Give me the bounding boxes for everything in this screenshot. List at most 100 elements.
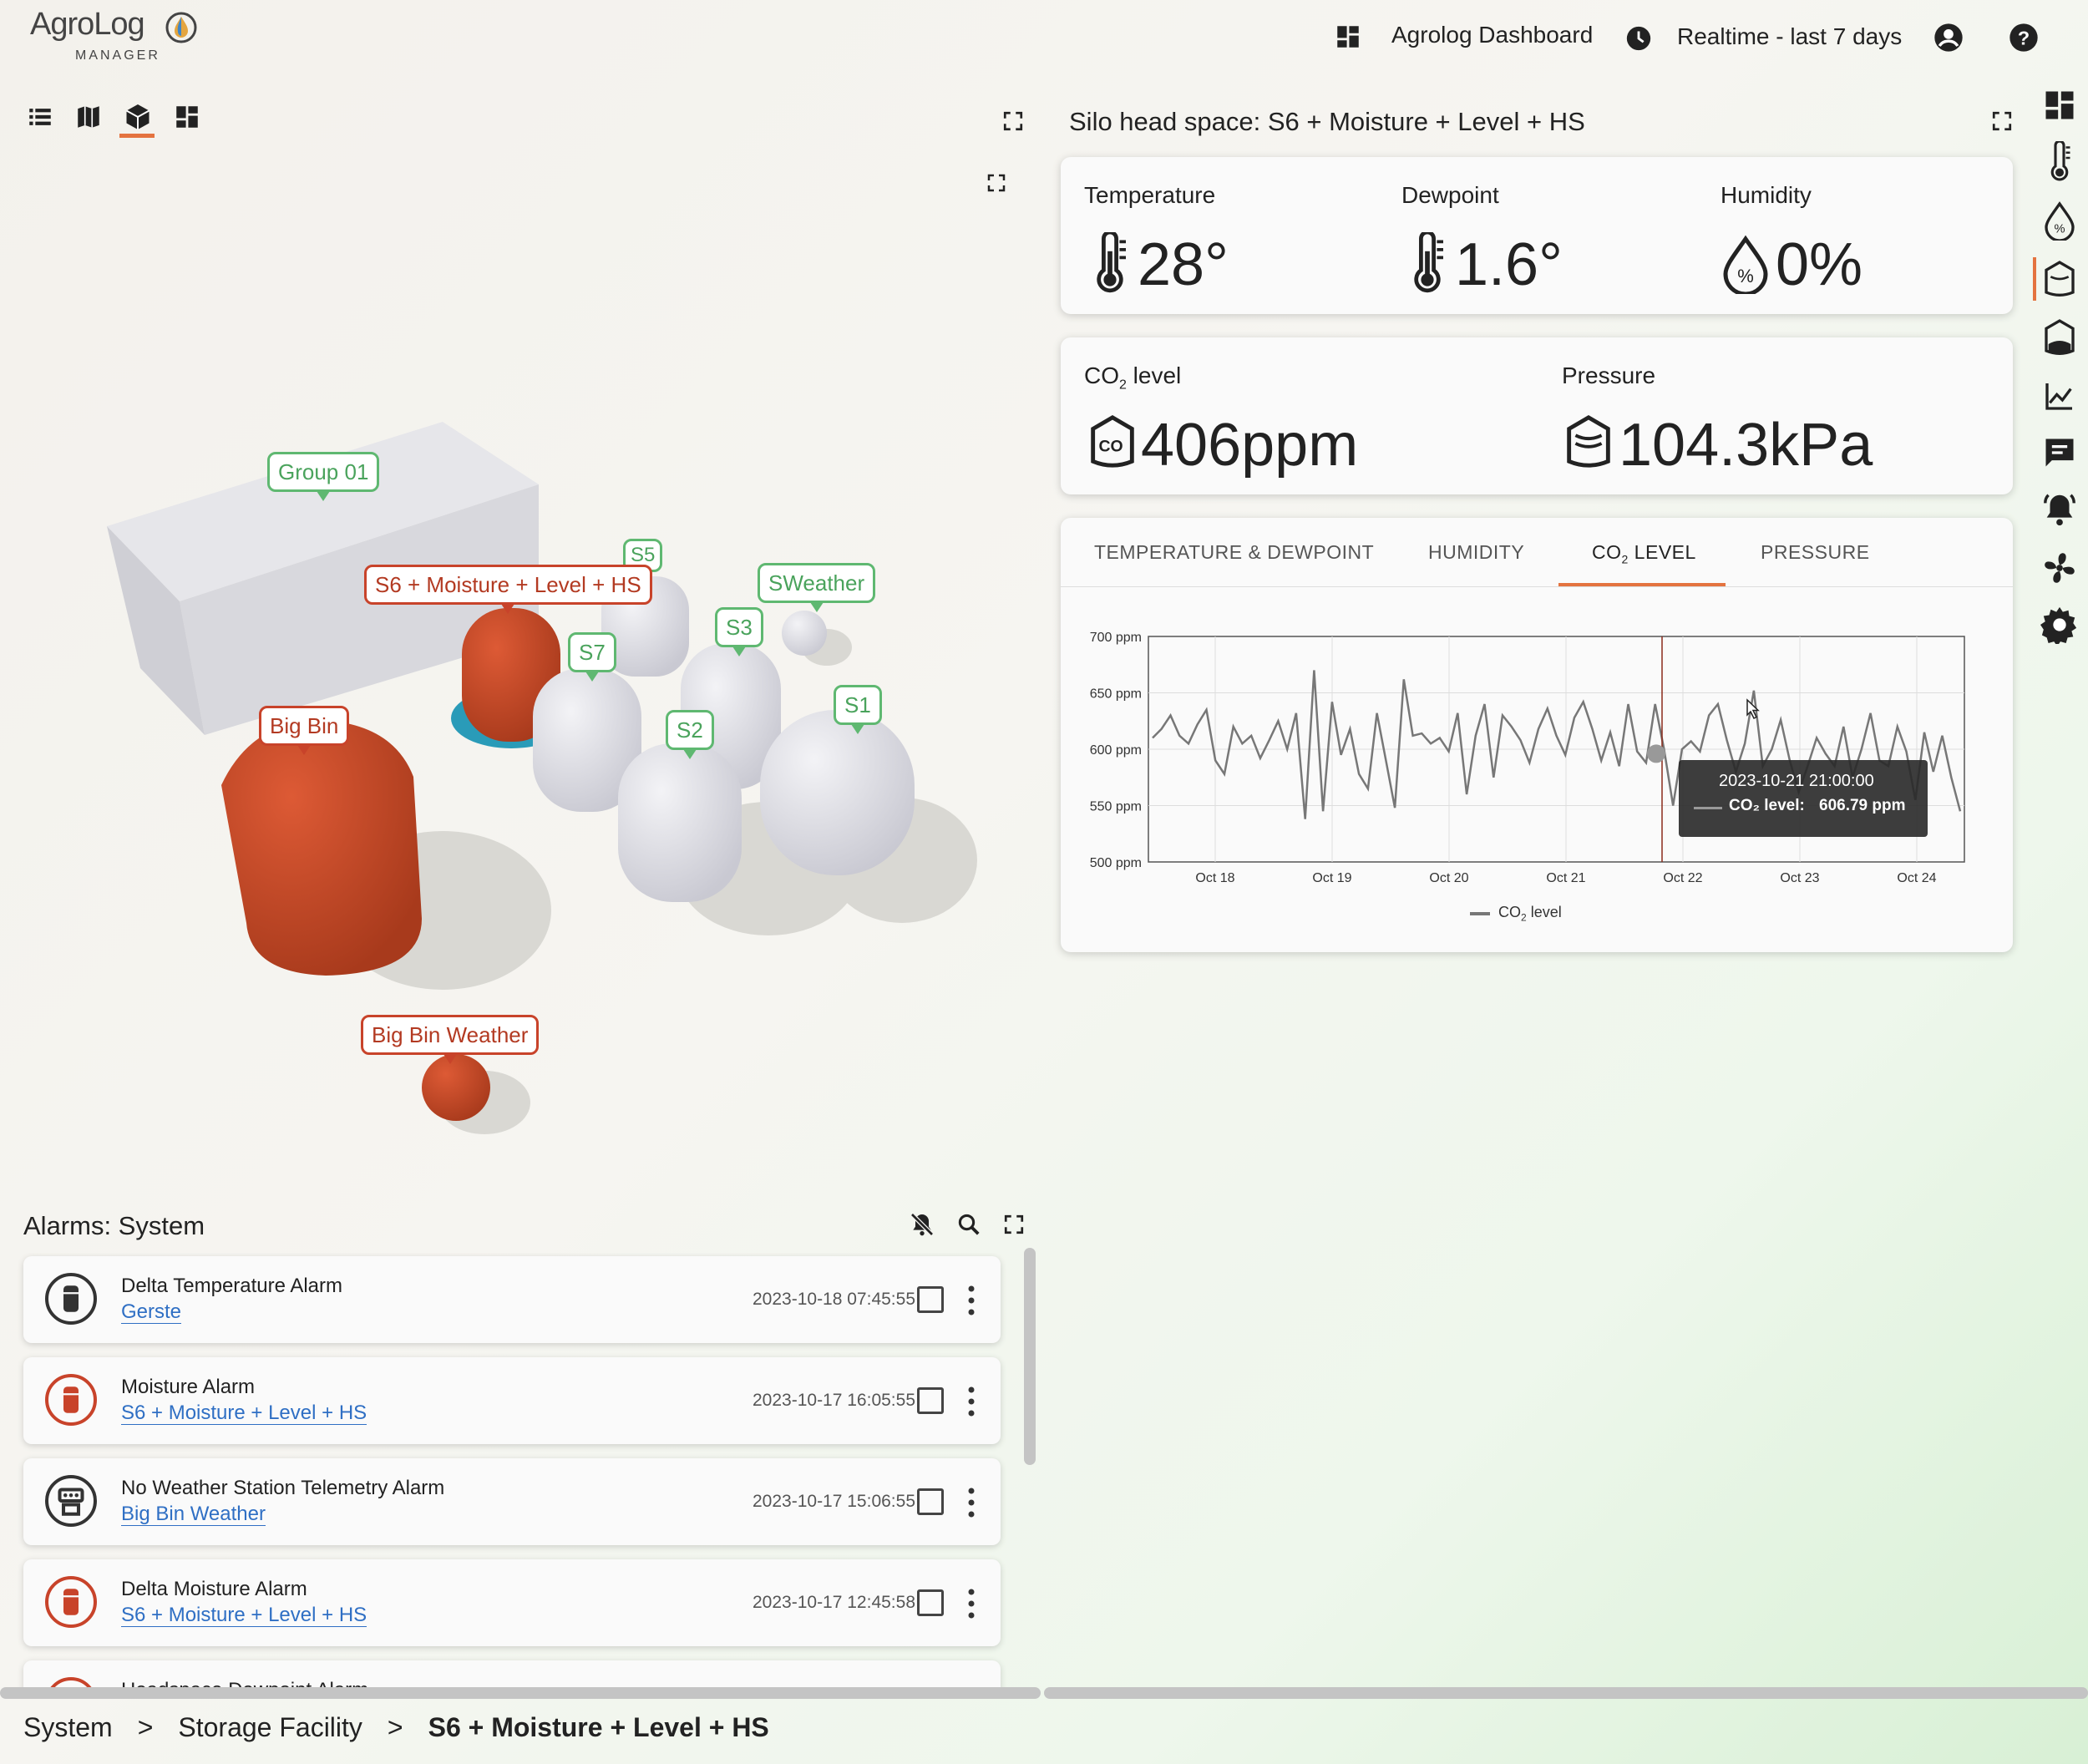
co2-line-chart[interactable]: 700 ppm 650 ppm 600 ppm 550 ppm 500 ppm Oct 1…: [1061, 601, 2013, 885]
legend-swatch: [1470, 911, 1490, 915]
alarm-source-link[interactable]: S6 + Moisture + Level + HS: [121, 1604, 367, 1627]
alarm-select-checkbox[interactable]: [917, 1387, 944, 1414]
thermometer-icon: [1097, 232, 1126, 293]
tooltip-date: 2023-10-21 21:00:00: [1719, 772, 1874, 790]
alarm-item[interactable]: Headspace Dewpoint Alarm: [23, 1660, 1001, 1687]
pressure-value: 104.3kPa: [1619, 412, 1873, 479]
silo-s2[interactable]: [618, 743, 742, 902]
breadcrumb-separator: >: [137, 1712, 154, 1742]
tag-group-01[interactable]: Group 01: [267, 452, 380, 501]
temperature-value: 28°: [1138, 231, 1229, 298]
more-vert-icon[interactable]: [967, 1588, 976, 1620]
facility-3d-scene[interactable]: [0, 200, 1044, 1169]
alarm-title: Delta Temperature Alarm: [121, 1275, 343, 1297]
panel-fullscreen-icon[interactable]: [1988, 107, 2016, 135]
climate-card: Temperature 28° Dewpoint 1.6° Humidity %…: [1061, 157, 2013, 314]
alarm-source-link[interactable]: Gerste: [121, 1300, 182, 1324]
alarm-item[interactable]: Moisture Alarm S6 + Moisture + Level + H…: [23, 1357, 1001, 1444]
tab-co2-level[interactable]: CO2 LEVEL: [1592, 541, 1696, 566]
more-vert-icon[interactable]: [967, 1487, 976, 1518]
alarm-item[interactable]: Delta Temperature Alarm Gerste 2023-10-1…: [23, 1256, 1001, 1343]
breadcrumb-item-storage-facility[interactable]: Storage Facility: [178, 1712, 362, 1742]
tag-big-bin-weather[interactable]: Big Bin Weather: [361, 1015, 540, 1064]
cube-3d-view-icon[interactable]: [121, 100, 155, 134]
alarm-list[interactable]: Delta Temperature Alarm Gerste 2023-10-1…: [0, 1253, 1044, 1687]
left-horizontal-scrollbar[interactable]: [0, 1687, 1041, 1699]
dashboard-selector[interactable]: Agrolog Dashboard: [1391, 22, 1594, 48]
dewpoint-value: 1.6°: [1455, 231, 1563, 298]
alarm-title: Delta Moisture Alarm: [121, 1578, 307, 1600]
silo-big-bin[interactable]: [221, 720, 422, 976]
alarm-title: Headspace Dewpoint Alarm: [121, 1679, 368, 1687]
humidity-value: 0%: [1776, 231, 1863, 298]
scene-fullscreen-icon[interactable]: [982, 169, 1011, 197]
grid-view-icon[interactable]: [170, 100, 204, 134]
timewindow-selector[interactable]: Realtime - last 7 days: [1677, 23, 1903, 49]
silo-level-nav-icon[interactable]: [2038, 316, 2081, 359]
chart-x-tick-label: Oct 19: [1312, 871, 1351, 885]
temperature-label: Temperature: [1084, 182, 1216, 208]
clock-icon[interactable]: [1624, 23, 1654, 53]
svg-text:CO: CO: [1098, 438, 1123, 456]
chart-series-line: [1152, 670, 1962, 819]
alarm-list-scrollbar[interactable]: [1024, 1248, 1036, 1465]
list-view-icon[interactable]: [23, 100, 57, 134]
legend-label: CO2 level: [1498, 904, 1562, 924]
tag-s6[interactable]: S6 + Moisture + Level + HS: [364, 565, 652, 614]
tabs-divider: [1061, 586, 2013, 587]
tag-s3[interactable]: S3: [715, 607, 763, 656]
fan-icon[interactable]: [2038, 546, 2081, 590]
alarm-item[interactable]: Delta Moisture Alarm S6 + Moisture + Lev…: [23, 1559, 1001, 1646]
alarm-item[interactable]: No Weather Station Telemetry Alarm Big B…: [23, 1458, 1001, 1545]
account-circle-icon[interactable]: [1931, 20, 1966, 55]
alarm-select-checkbox[interactable]: [917, 1286, 944, 1313]
alarm-select-checkbox[interactable]: [917, 1488, 944, 1515]
silo-sweather[interactable]: [782, 611, 827, 656]
line-chart-icon[interactable]: [2038, 374, 2081, 418]
map-view-icon[interactable]: [72, 100, 105, 134]
alarm-source-link[interactable]: S6 + Moisture + Level + HS: [121, 1402, 367, 1425]
chart-x-tick-label: Oct 24: [1897, 871, 1936, 885]
breadcrumb-separator: >: [387, 1712, 403, 1742]
silo-headspace-nav-icon[interactable]: [2038, 257, 2081, 301]
silo-s7[interactable]: [533, 668, 641, 812]
tag-s1[interactable]: S1: [834, 685, 882, 734]
silo-big-bin-weather[interactable]: [422, 1054, 490, 1121]
alarm-source-link[interactable]: Big Bin Weather: [121, 1503, 266, 1526]
more-vert-icon[interactable]: [967, 1285, 976, 1316]
dashboard-grid-icon[interactable]: [2038, 84, 2081, 127]
tab-temperature-dewpoint[interactable]: TEMPERATURE & DEWPOINT: [1094, 541, 1375, 563]
help-icon[interactable]: ?: [2006, 20, 2041, 55]
right-horizontal-scrollbar[interactable]: [1044, 1687, 2088, 1699]
chart-y-tick-label: 600 ppm: [1090, 743, 1142, 758]
sidebar-active-indicator: [2033, 257, 2036, 301]
tab-humidity[interactable]: HUMIDITY: [1428, 541, 1525, 563]
chart-legend[interactable]: CO2 level: [1470, 904, 1562, 924]
tag-sweather[interactable]: SWeather: [758, 563, 876, 612]
logo-drop-icon: [165, 12, 197, 43]
search-icon[interactable]: [954, 1209, 984, 1239]
app-logo[interactable]: AgroLog MANAGER: [30, 7, 222, 65]
alarm-bell-icon[interactable]: [2038, 488, 2081, 531]
fullscreen-icon[interactable]: [999, 107, 1027, 135]
tab-pressure[interactable]: PRESSURE: [1761, 541, 1870, 563]
tag-big-bin[interactable]: Big Bin: [259, 706, 350, 755]
alarm-select-checkbox[interactable]: [917, 1589, 944, 1616]
tag-s7[interactable]: S7: [568, 632, 616, 682]
temperature-nav-icon[interactable]: [2038, 140, 2081, 184]
notifications-off-icon[interactable]: [907, 1209, 937, 1239]
breadcrumb-item-system[interactable]: System: [23, 1712, 113, 1742]
silo-s1[interactable]: [760, 710, 915, 875]
more-vert-icon[interactable]: [967, 1386, 976, 1417]
alarms-fullscreen-icon[interactable]: [999, 1209, 1029, 1239]
message-icon[interactable]: [2038, 431, 2081, 474]
tooltip-value: 606.79 ppm: [1819, 797, 1906, 814]
dashboard-icon[interactable]: [1333, 22, 1363, 52]
gear-icon[interactable]: [2038, 603, 2081, 646]
humidity-label: Humidity: [1721, 182, 1812, 208]
group-01-building[interactable]: [107, 422, 539, 735]
alarm-time: 2023-10-17 16:05:55: [753, 1391, 915, 1410]
pressure-label: Pressure: [1562, 362, 1656, 388]
humidity-nav-icon[interactable]: %: [2038, 199, 2081, 242]
tag-s2[interactable]: S2: [666, 710, 714, 759]
